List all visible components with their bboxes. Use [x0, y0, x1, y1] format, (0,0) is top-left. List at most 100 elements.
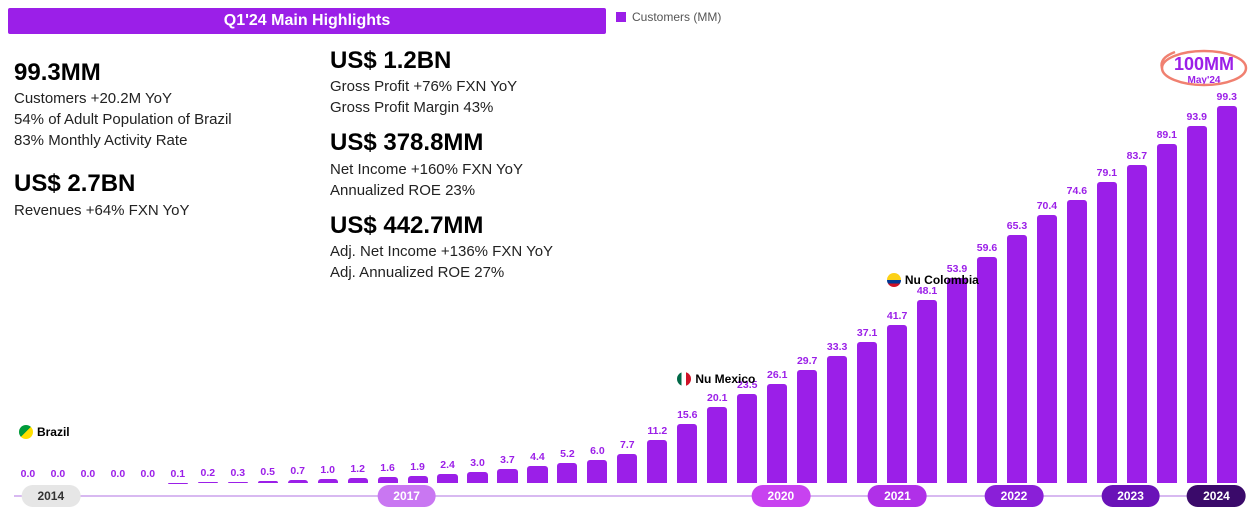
- bar-rect-27: [827, 356, 847, 483]
- bar-19: 6.0: [583, 53, 611, 483]
- bar-label-6: 0.2: [200, 467, 215, 479]
- timeline-axis: 2014201720202021202220232024: [14, 485, 1241, 507]
- bar-label-26: 29.7: [797, 355, 817, 367]
- bar-label-36: 79.1: [1097, 167, 1117, 179]
- bar-rect-18: [557, 463, 577, 483]
- bar-20: 7.7: [613, 53, 641, 483]
- bar-0: 0.0: [14, 53, 42, 483]
- bar-rect-7: [228, 482, 248, 483]
- bar-31: 53.9: [943, 53, 971, 483]
- bar-label-17: 4.4: [530, 451, 545, 463]
- axis-pill-2022: 2022: [985, 485, 1044, 507]
- axis-pill-2014: 2014: [21, 485, 80, 507]
- axis-line: [14, 495, 1241, 497]
- bar-14: 2.4: [434, 53, 462, 483]
- bar-rect-22: [677, 424, 697, 483]
- bar-label-18: 5.2: [560, 448, 575, 460]
- bar-38: 89.1: [1153, 53, 1181, 483]
- bar-23: 20.1: [703, 53, 731, 483]
- bar-rect-39: [1187, 126, 1207, 483]
- bar-30: 48.1: [913, 53, 941, 483]
- bar-40: 99.3: [1213, 53, 1241, 483]
- axis-pill-2023: 2023: [1101, 485, 1160, 507]
- bar-35: 74.6: [1063, 53, 1091, 483]
- callout-brazil: Brazil: [19, 425, 70, 439]
- bar-label-32: 59.6: [977, 242, 997, 254]
- bar-rect-15: [467, 472, 487, 483]
- bar-label-20: 7.7: [620, 439, 635, 451]
- bar-rect-33: [1007, 235, 1027, 483]
- bar-label-40: 99.3: [1217, 91, 1237, 103]
- bar-label-21: 11.2: [647, 425, 667, 437]
- bar-3: 0.0: [104, 53, 132, 483]
- bar-label-4: 0.0: [141, 468, 156, 480]
- bar-label-5: 0.1: [171, 468, 186, 480]
- bar-label-28: 37.1: [857, 327, 877, 339]
- bar-32: 59.6: [973, 53, 1001, 483]
- bar-label-15: 3.0: [470, 457, 485, 469]
- highlights-banner: Q1'24 Main Highlights: [8, 8, 606, 34]
- bar-label-33: 65.3: [1007, 220, 1027, 232]
- bar-label-25: 26.1: [767, 369, 787, 381]
- callout-colombia-label: Nu Colombia: [905, 273, 979, 287]
- bar-17: 4.4: [523, 53, 551, 483]
- bar-label-1: 0.0: [51, 468, 66, 480]
- bar-rect-9: [288, 480, 308, 483]
- flag-mexico-icon: [677, 372, 691, 386]
- bar-label-39: 93.9: [1187, 111, 1207, 123]
- axis-pill-2017: 2017: [377, 485, 436, 507]
- bar-36: 79.1: [1093, 53, 1121, 483]
- bar-label-37: 83.7: [1127, 150, 1147, 162]
- bar-rect-29: [887, 325, 907, 483]
- callout-mexico-label: Nu Mexico: [695, 372, 755, 386]
- bar-label-9: 0.7: [290, 465, 305, 477]
- axis-pill-2020: 2020: [752, 485, 811, 507]
- axis-pill-2024: 2024: [1187, 485, 1246, 507]
- bar-label-19: 6.0: [590, 445, 605, 457]
- bar-label-29: 41.7: [887, 310, 907, 322]
- bar-18: 5.2: [553, 53, 581, 483]
- bar-10: 1.0: [314, 53, 342, 483]
- bar-16: 3.7: [494, 53, 522, 483]
- bar-37: 83.7: [1123, 53, 1151, 483]
- bar-rect-6: [198, 482, 218, 483]
- bar-34: 70.4: [1033, 53, 1061, 483]
- callout-colombia: Nu Colombia: [887, 273, 979, 287]
- bar-rect-34: [1037, 215, 1057, 483]
- bar-39: 93.9: [1183, 53, 1211, 483]
- bar-rect-14: [437, 474, 457, 483]
- bar-label-10: 1.0: [320, 464, 335, 476]
- bar-rect-23: [707, 407, 727, 483]
- bar-11: 1.2: [344, 53, 372, 483]
- bar-rect-32: [977, 257, 997, 483]
- bar-label-3: 0.0: [111, 468, 126, 480]
- bar-label-22: 15.6: [677, 409, 697, 421]
- bar-label-0: 0.0: [21, 468, 36, 480]
- bar-label-23: 20.1: [707, 392, 727, 404]
- bar-rect-17: [527, 466, 547, 483]
- bar-5: 0.1: [164, 53, 192, 483]
- bar-rect-11: [348, 478, 368, 483]
- bar-label-30: 48.1: [917, 285, 937, 297]
- bar-label-12: 1.6: [380, 462, 395, 474]
- bar-rect-24: [737, 394, 757, 483]
- bar-rect-16: [497, 469, 517, 483]
- bar-15: 3.0: [464, 53, 492, 483]
- bar-rect-36: [1097, 182, 1117, 483]
- highlights-banner-title: Q1'24 Main Highlights: [224, 12, 391, 30]
- bar-rect-26: [797, 370, 817, 483]
- bar-rect-12: [378, 477, 398, 483]
- bar-24: 23.5: [733, 53, 761, 483]
- bar-label-11: 1.2: [350, 463, 365, 475]
- bar-1: 0.0: [44, 53, 72, 483]
- bar-26: 29.7: [793, 53, 821, 483]
- legend-label: Customers (MM): [632, 10, 721, 24]
- legend-swatch: [616, 12, 626, 22]
- callout-brazil-label: Brazil: [37, 425, 70, 439]
- flag-colombia-icon: [887, 273, 901, 287]
- bar-rect-38: [1157, 144, 1177, 483]
- callout-mexico: Nu Mexico: [677, 372, 755, 386]
- bar-rect-8: [258, 481, 278, 483]
- bar-27: 33.3: [823, 53, 851, 483]
- bar-21: 11.2: [643, 53, 671, 483]
